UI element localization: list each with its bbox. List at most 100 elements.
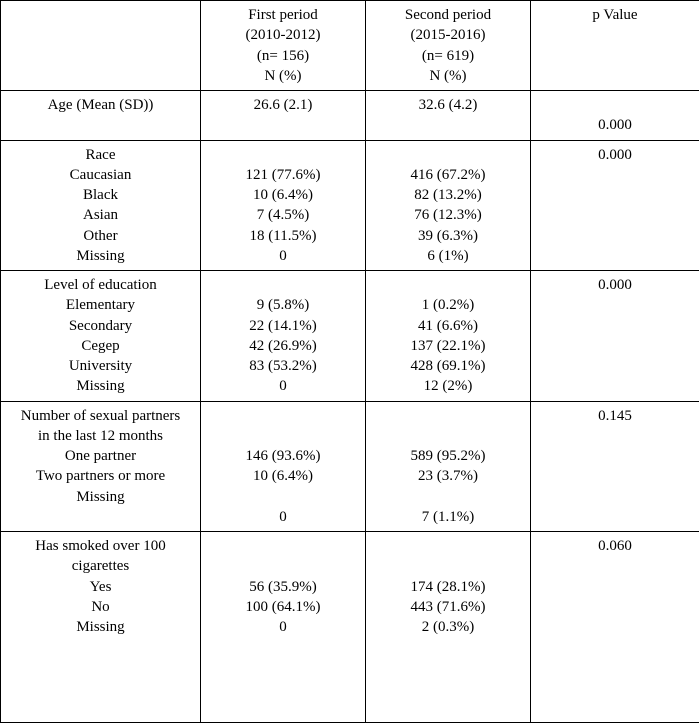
row-label-cell: Level of educationElementarySecondaryCeg… bbox=[1, 271, 201, 402]
cell-text: Number of sexual partners bbox=[7, 406, 194, 426]
cell-text: 0.060 bbox=[537, 536, 693, 556]
cell-text: 41 (6.6%) bbox=[372, 316, 524, 336]
cell-text bbox=[372, 426, 524, 446]
period2-cell: 174 (28.1%)443 (71.6%)2 (0.3%) bbox=[366, 532, 531, 723]
cell-text: 416 (67.2%) bbox=[372, 165, 524, 185]
cell-text: 12 (2%) bbox=[372, 376, 524, 396]
cell-text: 137 (22.1%) bbox=[372, 336, 524, 356]
cell-text bbox=[207, 658, 359, 678]
table-row: Level of educationElementarySecondaryCeg… bbox=[1, 271, 699, 402]
table-row: Age (Mean (SD)) 26.6 (2.1) 32.6 (4.2) 0.00… bbox=[1, 91, 699, 141]
cell-text: 0.000 bbox=[537, 145, 693, 165]
cell-text: 39 (6.3%) bbox=[372, 226, 524, 246]
row-label-cell: Age (Mean (SD)) bbox=[1, 91, 201, 141]
pvalue-cell: 0.000 bbox=[531, 140, 699, 271]
cell-text: 76 (12.3%) bbox=[372, 205, 524, 225]
header-period1: First period (2010-2012) (n= 156) N (%) bbox=[201, 1, 366, 91]
cell-text: Other bbox=[7, 226, 194, 246]
header-rowlabel bbox=[1, 1, 201, 91]
header-text: (2010-2012) bbox=[207, 25, 359, 45]
cell-text: Cegep bbox=[7, 336, 194, 356]
period2-cell: 589 (95.2%)23 (3.7%) 7 (1.1%) bbox=[366, 401, 531, 532]
cell-text: 443 (71.6%) bbox=[372, 597, 524, 617]
cell-text: Has smoked over 100 bbox=[7, 536, 194, 556]
header-text: (n= 156) bbox=[207, 46, 359, 66]
cell-text: in the last 12 months bbox=[7, 426, 194, 446]
pvalue-cell: 0.000 bbox=[531, 91, 699, 141]
header-row: First period (2010-2012) (n= 156) N (%) … bbox=[1, 1, 699, 91]
cell-text: 22 (14.1%) bbox=[207, 316, 359, 336]
cell-text: Missing bbox=[7, 617, 194, 637]
cell-text: 82 (13.2%) bbox=[372, 185, 524, 205]
cell-text: 1 (0.2%) bbox=[372, 295, 524, 315]
cell-text bbox=[372, 637, 524, 657]
cell-text: 6 (1%) bbox=[372, 246, 524, 266]
cell-text bbox=[207, 145, 359, 165]
cell-text bbox=[7, 637, 194, 657]
cell-text bbox=[207, 487, 359, 507]
cell-text: 18 (11.5%) bbox=[207, 226, 359, 246]
cell-text bbox=[7, 658, 194, 678]
cell-text bbox=[207, 698, 359, 718]
cell-text: 10 (6.4%) bbox=[207, 466, 359, 486]
cell-text: 0.000 bbox=[537, 275, 693, 295]
cell-text: Asian bbox=[7, 205, 194, 225]
cell-text bbox=[537, 95, 693, 115]
header-pvalue: p Value bbox=[531, 1, 699, 91]
period2-cell: 416 (67.2%)82 (13.2%)76 (12.3%)39 (6.3%)… bbox=[366, 140, 531, 271]
cell-text bbox=[372, 556, 524, 576]
demographics-table: First period (2010-2012) (n= 156) N (%) … bbox=[0, 0, 699, 723]
cell-text: 23 (3.7%) bbox=[372, 466, 524, 486]
cell-text: 0 bbox=[207, 246, 359, 266]
cell-text: 146 (93.6%) bbox=[207, 446, 359, 466]
cell-text bbox=[372, 698, 524, 718]
header-text: Second period bbox=[372, 5, 524, 25]
cell-text: 7 (4.5%) bbox=[207, 205, 359, 225]
cell-text: Black bbox=[7, 185, 194, 205]
cell-text: 32.6 (4.2) bbox=[372, 95, 524, 115]
cell-text: 121 (77.6%) bbox=[207, 165, 359, 185]
row-label-cell: Has smoked over 100cigarettesYesNoMissin… bbox=[1, 532, 201, 723]
cell-text: 0.000 bbox=[537, 115, 693, 135]
cell-text bbox=[7, 507, 194, 527]
cell-text: 0.145 bbox=[537, 406, 693, 426]
cell-text bbox=[372, 275, 524, 295]
cell-text bbox=[207, 637, 359, 657]
period2-cell: 1 (0.2%)41 (6.6%)137 (22.1%)428 (69.1%)1… bbox=[366, 271, 531, 402]
cell-text: Missing bbox=[7, 487, 194, 507]
cell-text bbox=[207, 275, 359, 295]
cell-text: 0 bbox=[207, 617, 359, 637]
cell-text: Race bbox=[7, 145, 194, 165]
cell-text bbox=[372, 487, 524, 507]
cell-text: Yes bbox=[7, 577, 194, 597]
cell-text: No bbox=[7, 597, 194, 617]
cell-text: 174 (28.1%) bbox=[372, 577, 524, 597]
period1-cell: 9 (5.8%)22 (14.1%)42 (26.9%)83 (53.2%)0 bbox=[201, 271, 366, 402]
cell-text: 7 (1.1%) bbox=[372, 507, 524, 527]
cell-text: 10 (6.4%) bbox=[207, 185, 359, 205]
table-row: Has smoked over 100cigarettesYesNoMissin… bbox=[1, 532, 699, 723]
cell-text bbox=[207, 678, 359, 698]
period2-cell: 32.6 (4.2) bbox=[366, 91, 531, 141]
cell-text: 26.6 (2.1) bbox=[207, 95, 359, 115]
cell-text bbox=[7, 678, 194, 698]
cell-text bbox=[372, 145, 524, 165]
table-row: Number of sexual partnersin the last 12 … bbox=[1, 401, 699, 532]
cell-text: Elementary bbox=[7, 295, 194, 315]
cell-text: 589 (95.2%) bbox=[372, 446, 524, 466]
cell-text bbox=[207, 556, 359, 576]
table-row: RaceCaucasianBlackAsianOtherMissing 121 … bbox=[1, 140, 699, 271]
cell-text: 2 (0.3%) bbox=[372, 617, 524, 637]
pvalue-cell: 0.000 bbox=[531, 271, 699, 402]
cell-text: One partner bbox=[7, 446, 194, 466]
cell-text: 9 (5.8%) bbox=[207, 295, 359, 315]
cell-text: 0 bbox=[207, 507, 359, 527]
cell-text: 428 (69.1%) bbox=[372, 356, 524, 376]
cell-text: 56 (35.9%) bbox=[207, 577, 359, 597]
header-text: (2015-2016) bbox=[372, 25, 524, 45]
period1-cell: 146 (93.6%)10 (6.4%) 0 bbox=[201, 401, 366, 532]
period1-cell: 56 (35.9%)100 (64.1%)0 bbox=[201, 532, 366, 723]
cell-text bbox=[372, 536, 524, 556]
cell-text: Two partners or more bbox=[7, 466, 194, 486]
cell-text: Age (Mean (SD)) bbox=[7, 95, 194, 115]
